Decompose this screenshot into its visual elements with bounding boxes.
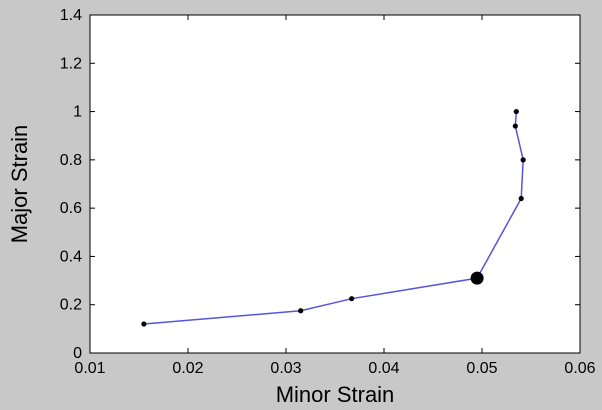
data-point [512,123,518,129]
plot-area [89,14,581,354]
y-axis-ticks: 0 0.2 0.4 0.6 0.8 1 1.2 1.4 [60,7,580,362]
y-tick-label: 1.2 [60,55,82,72]
y-tick-label: 0 [73,345,82,362]
x-tick-label: 0.04 [368,360,399,377]
y-tick-label: 0.2 [60,297,82,314]
y-axis-label: Major Strain [7,125,32,244]
data-point [298,308,304,314]
data-point [349,296,355,302]
x-tick-label: 0.02 [172,360,203,377]
data-point [520,157,526,163]
highlight-point [470,271,484,285]
x-tick-label: 0.05 [466,360,497,377]
series-line [143,111,524,325]
data-point [518,195,524,202]
x-tick-label: 0.01 [74,360,105,377]
y-tick-label: 0.6 [60,200,82,217]
data-point [513,108,519,115]
y-tick-label: 0.8 [60,152,82,169]
x-axis-label: Minor Strain [276,382,395,407]
y-tick-label: 1.4 [60,7,82,24]
series-layer [141,108,526,327]
data-point [141,321,147,327]
y-tick-label: 0.4 [60,248,82,265]
x-axis-ticks: 0.01 0.02 0.03 0.04 0.05 0.06 [74,15,596,377]
y-tick-label: 1 [73,104,82,121]
x-tick-label: 0.06 [564,360,595,377]
x-tick-label: 0.03 [270,360,301,377]
